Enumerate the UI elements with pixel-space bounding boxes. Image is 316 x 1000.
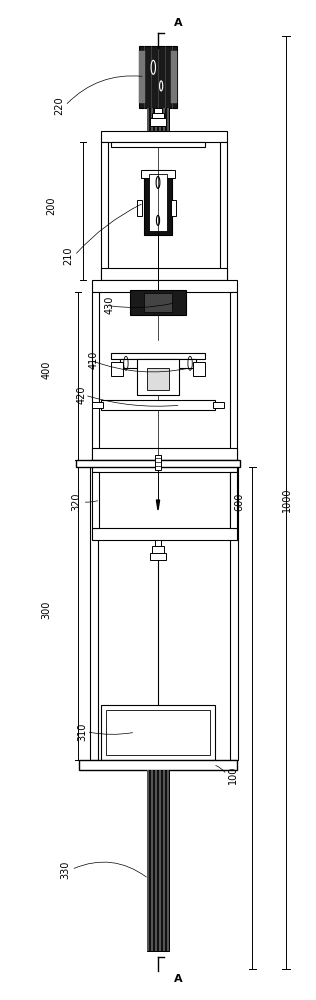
Bar [149, 174, 167, 231]
Text: 300: 300 [41, 601, 51, 619]
Bar [92, 528, 237, 540]
Bar [167, 770, 169, 951]
Text: 330: 330 [60, 860, 70, 879]
Bar [147, 108, 149, 131]
Bar [230, 460, 238, 760]
Text: A: A [174, 18, 183, 28]
Bar [163, 770, 165, 951]
Bar [92, 292, 99, 460]
Bar [144, 293, 172, 312]
Bar [159, 770, 161, 951]
Bar [220, 142, 227, 280]
Bar [101, 131, 227, 142]
Bar [163, 108, 165, 131]
Bar [137, 359, 179, 395]
Bar [141, 170, 175, 178]
Bar [92, 402, 103, 408]
Text: 320: 320 [71, 493, 81, 511]
Bar [111, 353, 205, 359]
Bar [106, 710, 210, 755]
Bar [230, 472, 237, 528]
Bar [144, 170, 172, 235]
Text: 1000: 1000 [282, 488, 292, 512]
Bar [101, 400, 215, 410]
Bar [92, 460, 237, 472]
Bar [151, 770, 153, 951]
Bar [76, 460, 240, 467]
Bar [171, 200, 176, 216]
Text: 100: 100 [228, 765, 238, 784]
Bar [120, 359, 196, 368]
Bar [167, 108, 169, 131]
Bar [151, 108, 153, 131]
Bar [92, 280, 237, 292]
Bar [150, 118, 166, 126]
Bar [139, 51, 145, 103]
Text: 430: 430 [104, 296, 114, 314]
Bar [147, 770, 169, 951]
Text: 600: 600 [235, 493, 245, 511]
Bar [193, 362, 205, 376]
Bar [153, 113, 163, 118]
Polygon shape [156, 500, 160, 510]
Bar [79, 760, 237, 770]
Bar [154, 108, 162, 113]
Text: 410: 410 [88, 351, 99, 369]
Bar [111, 142, 205, 147]
Text: 400: 400 [41, 361, 51, 379]
Text: A: A [174, 974, 183, 984]
Bar [155, 455, 161, 470]
Bar [147, 770, 149, 951]
Bar [155, 770, 157, 951]
Text: 220: 220 [54, 96, 64, 115]
Text: 420: 420 [77, 386, 87, 404]
Bar [171, 51, 177, 103]
Bar [159, 108, 161, 131]
Bar [139, 46, 177, 108]
Text: 210: 210 [63, 246, 73, 265]
Bar [90, 460, 98, 760]
Bar [101, 268, 227, 280]
Bar [147, 108, 169, 131]
Text: 310: 310 [77, 722, 87, 741]
Bar [111, 362, 123, 376]
Bar [101, 142, 108, 280]
Bar [155, 540, 161, 546]
Text: 200: 200 [46, 196, 56, 215]
Bar [147, 368, 169, 390]
Bar [155, 108, 157, 131]
Bar [130, 290, 186, 315]
Bar [230, 292, 237, 460]
Bar [153, 546, 163, 553]
Bar [150, 553, 166, 560]
Bar [92, 472, 99, 528]
Bar [213, 402, 224, 408]
Bar [101, 705, 215, 760]
Bar [137, 200, 143, 216]
Bar [92, 448, 237, 460]
